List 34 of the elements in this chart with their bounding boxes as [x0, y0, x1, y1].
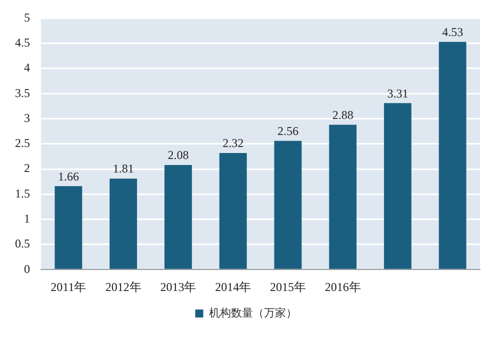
- bar: [110, 178, 138, 269]
- x-tick-label: 2013年: [160, 280, 196, 294]
- data-label: 1.81: [112, 162, 134, 176]
- x-tick-label: 2015年: [270, 280, 306, 294]
- y-tick-label: 4.5: [15, 35, 30, 50]
- x-tick-label: 2012年: [105, 280, 142, 294]
- data-label: 2.32: [222, 136, 244, 150]
- y-tick-label: 1: [24, 211, 30, 226]
- data-label: 2.08: [168, 148, 189, 162]
- data-label: 2.56: [277, 124, 298, 138]
- bar: [274, 140, 302, 269]
- y-tick-label: 1.5: [15, 186, 30, 200]
- bar: [438, 42, 466, 269]
- legend-label: 机构数量（万家）: [208, 306, 297, 320]
- y-tick-label: 3.5: [15, 86, 30, 100]
- data-label: 2.88: [332, 108, 354, 122]
- y-tick-label: 2: [24, 161, 30, 176]
- x-tick-label: 2011年: [50, 280, 86, 294]
- bar: [54, 186, 82, 269]
- y-tick-label: 3: [24, 110, 30, 125]
- bar: [329, 124, 357, 269]
- bar: [219, 152, 247, 269]
- y-tick-label: 5: [24, 10, 30, 24]
- bar: [384, 103, 412, 269]
- y-tick-label: 0.5: [15, 236, 30, 251]
- y-tick-label: 0: [24, 262, 30, 276]
- bar: [164, 165, 192, 269]
- data-label: 4.53: [442, 24, 464, 39]
- y-tick-label: 2.5: [15, 136, 30, 150]
- x-tick-label: 2014年: [215, 280, 252, 294]
- data-label: 3.31: [387, 86, 408, 100]
- y-tick-label: 4: [24, 60, 30, 75]
- data-label: 1.66: [58, 169, 79, 184]
- x-tick-label: 2016年: [324, 280, 361, 294]
